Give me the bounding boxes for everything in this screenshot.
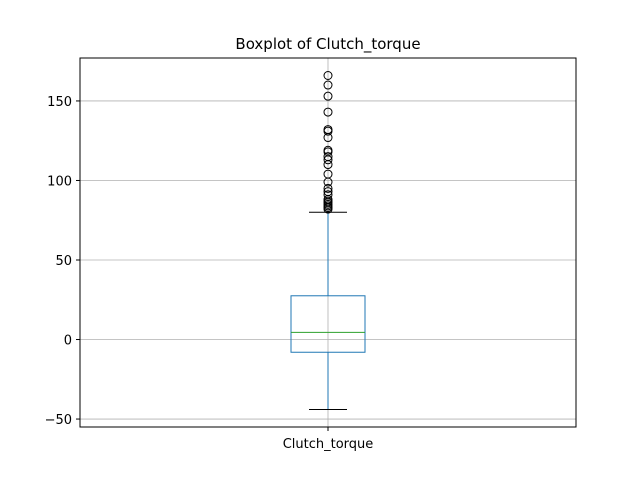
chart-title: Boxplot of Clutch_torque xyxy=(235,35,420,54)
box-layer xyxy=(290,211,366,411)
outlier-point xyxy=(323,107,333,117)
outlier-point xyxy=(323,187,333,197)
outlier-point xyxy=(323,70,333,80)
y-tick-label: 0 xyxy=(64,334,72,349)
outlier-point xyxy=(323,169,333,179)
outlier-point xyxy=(323,152,333,162)
outlier-point xyxy=(323,125,333,135)
flier-layer xyxy=(323,70,333,214)
tick-layer: −50 0 50 100 150 xyxy=(45,95,329,431)
outlier-point xyxy=(323,183,333,193)
outlier-point xyxy=(323,91,333,101)
y-tick-label: 50 xyxy=(55,254,72,269)
x-tick-label: Clutch_torque xyxy=(283,437,374,452)
outlier-point xyxy=(323,190,333,200)
y-tick-label: 100 xyxy=(47,174,72,189)
y-tick-label: 150 xyxy=(47,95,72,110)
outlier-point xyxy=(323,80,333,90)
y-tick-label: −50 xyxy=(45,413,72,428)
iqr-box xyxy=(290,295,366,353)
outlier-point xyxy=(323,145,333,155)
